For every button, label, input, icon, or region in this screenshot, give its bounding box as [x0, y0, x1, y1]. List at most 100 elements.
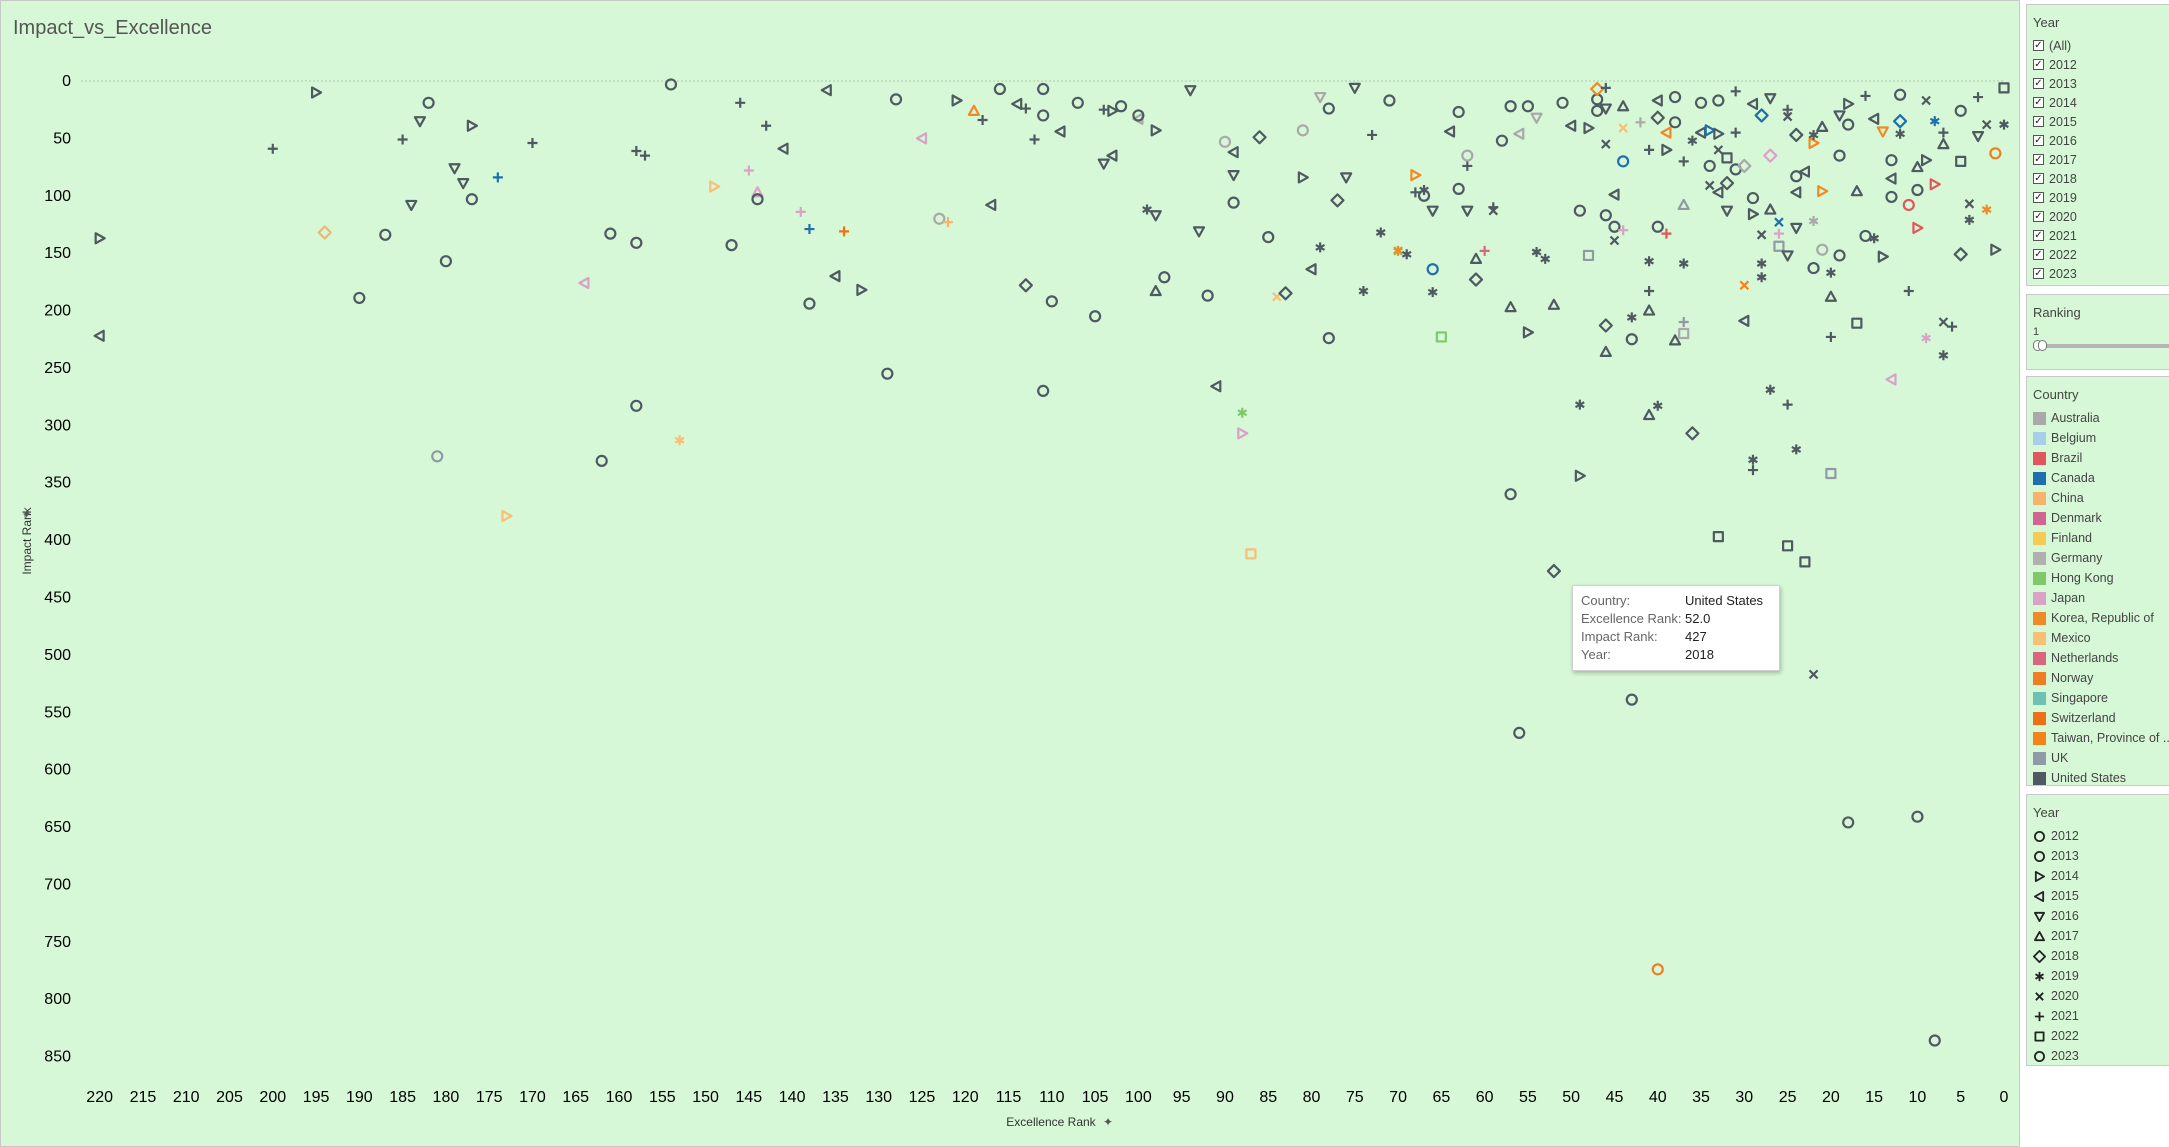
data-point[interactable] — [1843, 97, 1855, 111]
data-point[interactable] — [1756, 230, 1767, 240]
data-point[interactable] — [777, 142, 789, 155]
data-point[interactable] — [1763, 148, 1778, 163]
data-point[interactable] — [1149, 284, 1162, 297]
country-legend-item[interactable]: Korea, Republic of — [2027, 608, 2169, 628]
country-legend-item[interactable]: Canada — [2027, 468, 2169, 488]
data-point[interactable] — [93, 329, 105, 342]
data-point[interactable] — [1210, 380, 1222, 393]
data-point[interactable] — [1789, 127, 1804, 143]
checkbox-checked-icon[interactable]: ✓ — [2033, 230, 2044, 241]
data-point[interactable] — [1635, 117, 1646, 128]
data-point[interactable] — [881, 367, 894, 380]
country-legend-item[interactable]: UK — [2027, 748, 2169, 768]
data-point[interactable] — [1807, 261, 1820, 275]
data-point[interactable] — [1644, 256, 1654, 267]
data-point[interactable] — [709, 180, 721, 193]
data-point[interactable] — [1227, 196, 1240, 209]
data-point[interactable] — [1781, 250, 1794, 262]
data-point[interactable] — [1556, 96, 1569, 109]
y-axis-pin-icon[interactable]: ✦ — [20, 509, 34, 519]
data-point[interactable] — [1660, 126, 1672, 139]
data-point[interactable] — [1296, 124, 1309, 137]
data-point[interactable] — [1462, 160, 1473, 171]
data-point[interactable] — [1868, 112, 1880, 125]
data-point[interactable] — [967, 104, 981, 116]
year-shape-legend-item[interactable]: 2018 — [2027, 946, 2169, 966]
data-point[interactable] — [1929, 116, 1940, 127]
data-point[interactable] — [1876, 126, 1889, 138]
year-filter-option[interactable]: ✓ 2017 — [2027, 150, 2169, 169]
data-point[interactable] — [1687, 135, 1698, 146]
data-point[interactable] — [1227, 146, 1239, 159]
data-point[interactable] — [1504, 100, 1517, 113]
data-point[interactable] — [492, 172, 503, 183]
data-point[interactable] — [1885, 373, 1897, 386]
data-point[interactable] — [1912, 221, 1924, 235]
data-point[interactable] — [1719, 176, 1735, 191]
data-point[interactable] — [1721, 152, 1733, 164]
data-point[interactable] — [1911, 810, 1924, 823]
data-point[interactable] — [1774, 217, 1784, 227]
data-point[interactable] — [1747, 208, 1760, 221]
data-point[interactable] — [1678, 327, 1690, 340]
data-point[interactable] — [1703, 159, 1716, 173]
data-point[interactable] — [1885, 190, 1898, 204]
data-point[interactable] — [1237, 427, 1249, 440]
data-point[interactable] — [1990, 243, 2002, 256]
data-point[interactable] — [1790, 170, 1803, 183]
data-point[interactable] — [353, 291, 366, 305]
data-point[interactable] — [1618, 225, 1629, 236]
data-point[interactable] — [1427, 287, 1438, 298]
country-legend-item[interactable]: Hong Kong — [2027, 568, 2169, 588]
year-filter-option[interactable]: ✓ 2015 — [2027, 112, 2169, 131]
data-point[interactable] — [1018, 278, 1033, 293]
data-point[interactable] — [951, 94, 963, 107]
country-legend-item[interactable]: Belgium — [2027, 428, 2169, 448]
data-point[interactable] — [595, 454, 608, 467]
data-point[interactable] — [1953, 247, 1968, 262]
data-point[interactable] — [1150, 124, 1162, 137]
data-point[interactable] — [1419, 185, 1429, 196]
data-point[interactable] — [1468, 272, 1484, 287]
data-point[interactable] — [527, 137, 538, 148]
data-point[interactable] — [1245, 548, 1257, 560]
data-point[interactable] — [1488, 202, 1499, 213]
data-point[interactable] — [1738, 314, 1750, 327]
data-point[interactable] — [1920, 154, 1933, 167]
checkbox-checked-icon[interactable]: ✓ — [2033, 59, 2044, 70]
data-point[interactable] — [1530, 112, 1543, 124]
x-axis-pin-icon[interactable]: ✦ — [1103, 1115, 1113, 1129]
data-point[interactable] — [465, 193, 478, 206]
data-point[interactable] — [1601, 139, 1611, 149]
data-point[interactable] — [1964, 214, 1975, 225]
data-point[interactable] — [1626, 312, 1637, 323]
data-point[interactable] — [439, 255, 453, 268]
year-shape-legend-item[interactable]: 2012 — [2027, 826, 2169, 846]
country-legend-item[interactable]: Norway — [2027, 668, 2169, 688]
data-point[interactable] — [1071, 96, 1084, 109]
data-point[interactable] — [1201, 289, 1214, 302]
year-shape-legend-item[interactable]: 2013 — [2027, 846, 2169, 866]
data-point[interactable] — [1651, 963, 1664, 976]
data-point[interactable] — [1895, 128, 1906, 139]
data-point[interactable] — [1599, 103, 1612, 115]
data-point[interactable] — [1748, 454, 1758, 465]
data-point[interactable] — [1531, 247, 1542, 258]
data-point[interactable] — [1817, 185, 1829, 198]
data-point[interactable] — [1479, 245, 1490, 256]
data-point[interactable] — [977, 115, 988, 126]
year-filter-option[interactable]: ✓ (All) — [2027, 36, 2169, 55]
data-point[interactable] — [1114, 100, 1128, 113]
data-point[interactable] — [1340, 172, 1353, 184]
data-point[interactable] — [1426, 263, 1439, 276]
country-legend-item[interactable]: Denmark — [2027, 508, 2169, 528]
ranking-slider-max-handle[interactable] — [2038, 340, 2047, 351]
data-point[interactable] — [1954, 104, 1967, 117]
data-point[interactable] — [631, 146, 642, 157]
data-point[interactable] — [1799, 556, 1811, 568]
country-legend-item[interactable]: Australia — [2027, 408, 2169, 428]
data-point[interactable] — [674, 435, 685, 446]
data-point[interactable] — [1911, 160, 1924, 173]
data-point[interactable] — [985, 198, 997, 212]
data-point[interactable] — [915, 132, 928, 145]
